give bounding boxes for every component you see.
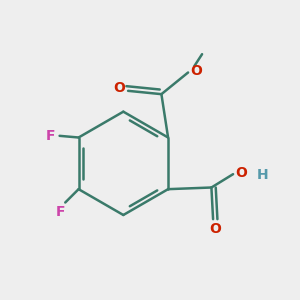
Text: H: H xyxy=(256,168,268,182)
Text: O: O xyxy=(235,166,247,180)
Text: O: O xyxy=(190,64,202,78)
Text: O: O xyxy=(113,82,125,95)
Text: F: F xyxy=(56,205,65,219)
Text: O: O xyxy=(209,222,221,236)
Text: F: F xyxy=(46,129,55,143)
